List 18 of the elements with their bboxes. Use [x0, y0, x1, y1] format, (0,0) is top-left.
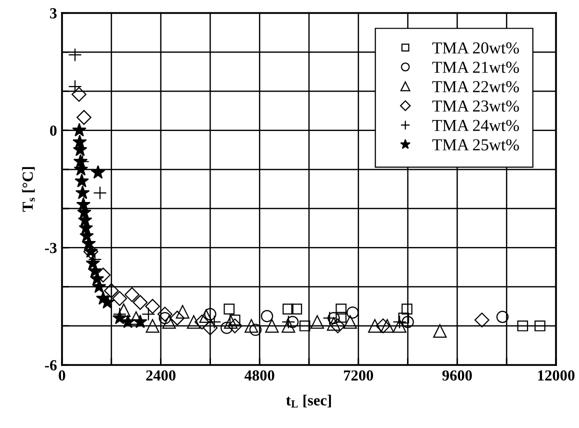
legend-label: TMA 24wt%	[432, 120, 519, 132]
x-tick-label: 0	[58, 370, 66, 381]
x-tick-label: 9600	[442, 370, 472, 381]
y-tick-label: 3	[50, 8, 57, 18]
y-tick-label: 0	[50, 125, 57, 136]
x-axis-title: t$_{L}$ [sec]	[286, 394, 331, 408]
y-axis-title: T$_{s}$ [°C]	[22, 167, 35, 212]
legend-label: TMA 23wt%	[432, 100, 519, 112]
y-tick-label: -6	[44, 360, 57, 370]
y-tick-label: -3	[44, 242, 57, 254]
legend-label: TMA 25wt%	[432, 139, 519, 151]
legend-label: TMA 20wt%	[432, 42, 519, 54]
x-tick-label: 2400	[146, 370, 176, 381]
x-tick-label: 12000	[538, 370, 575, 381]
x-tick-label: 4800	[244, 370, 274, 381]
x-tick-label: 7200	[344, 370, 374, 381]
legend-label: TMA 22wt%	[432, 81, 519, 92]
legend-label: TMA 21wt%	[432, 62, 519, 73]
